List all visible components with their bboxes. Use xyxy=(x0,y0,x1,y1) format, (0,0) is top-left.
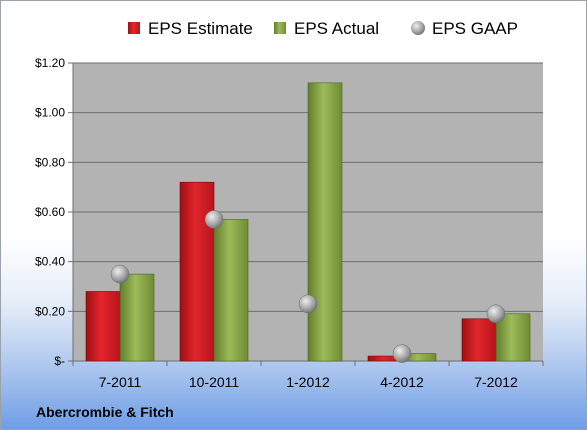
y-tick-label: $1.00 xyxy=(35,106,65,120)
bar-eps-actual xyxy=(119,273,155,362)
legend-label: EPS Estimate xyxy=(148,19,253,38)
x-tick-label: 4-2012 xyxy=(380,374,424,390)
point-eps-gaap xyxy=(110,264,130,284)
y-tick-label: $- xyxy=(54,354,65,368)
y-tick-label: $1.20 xyxy=(35,56,65,70)
legend-swatch xyxy=(274,22,286,34)
y-tick-label: $0.40 xyxy=(35,255,65,269)
company-name: Abercrombie & Fitch xyxy=(36,404,174,420)
bar-eps-estimate xyxy=(461,318,497,362)
bar-eps-actual xyxy=(307,82,343,362)
bar-eps-actual xyxy=(213,219,249,362)
legend-swatch xyxy=(411,21,425,35)
y-tick-label: $0.80 xyxy=(35,155,65,169)
point-eps-gaap xyxy=(204,210,224,229)
point-eps-gaap xyxy=(392,344,412,363)
y-tick-label: $0.20 xyxy=(35,304,65,318)
x-tick-label: 1-2012 xyxy=(286,374,330,390)
legend-swatch xyxy=(128,22,140,34)
bar-eps-estimate xyxy=(179,181,215,362)
x-tick-label: 10-2011 xyxy=(189,374,240,390)
legend-label: EPS GAAP xyxy=(432,19,518,38)
point-eps-gaap xyxy=(486,304,506,324)
x-tick-label: 7-2012 xyxy=(474,374,518,390)
x-tick-label: 7-2011 xyxy=(99,374,142,390)
legend-label: EPS Actual xyxy=(294,19,379,38)
bar-eps-actual xyxy=(495,313,531,362)
point-eps-gaap xyxy=(298,294,318,314)
bar-eps-estimate xyxy=(85,291,121,362)
y-tick-label: $0.60 xyxy=(35,205,65,219)
